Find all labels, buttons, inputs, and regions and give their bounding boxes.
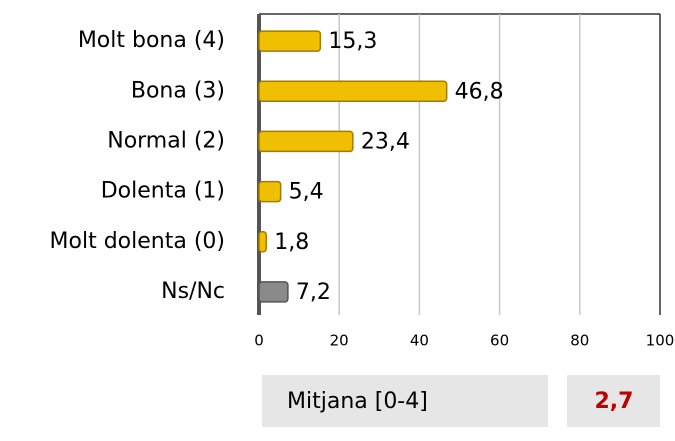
value-label: 46,8: [455, 79, 504, 104]
bar: [258, 180, 282, 203]
mean-label-box: [262, 375, 548, 427]
mean-label: Mitjana [0-4]: [287, 389, 428, 414]
value-label: 23,4: [361, 129, 410, 154]
bar: [258, 231, 267, 253]
x-tick-label: 100: [646, 332, 675, 350]
bar: [258, 281, 289, 303]
y-tick-label: Bona (3): [131, 78, 225, 103]
mean-value: 2,7: [595, 389, 634, 414]
value-label: 15,3: [328, 29, 377, 54]
x-tick-label: 0: [254, 332, 264, 350]
x-tick-label: 60: [490, 332, 509, 350]
mean-value-box: [567, 375, 660, 427]
y-tick-label: Molt bona (4): [78, 28, 225, 53]
bar: [258, 130, 354, 153]
y-tick-label: Dolenta (1): [101, 179, 225, 204]
x-tick-label: 80: [570, 332, 589, 350]
value-label: 5,4: [289, 180, 324, 205]
y-tick-label: Ns/Nc: [161, 279, 225, 304]
value-label: 7,2: [296, 280, 331, 305]
bar: [258, 30, 322, 52]
x-tick-label: 20: [330, 332, 349, 350]
y-tick-label: Molt dolenta (0): [50, 229, 225, 254]
y-tick-label: Normal (2): [107, 128, 225, 153]
bar: [258, 80, 448, 102]
x-tick-label: 40: [410, 332, 429, 350]
value-label: 1,8: [274, 230, 309, 255]
